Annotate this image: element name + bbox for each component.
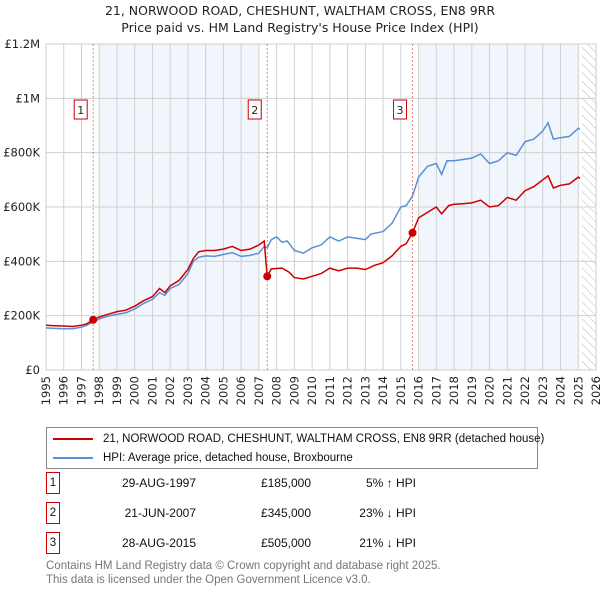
y-tick-label: £600K bbox=[3, 200, 40, 214]
x-tick-label: 2012 bbox=[341, 376, 355, 405]
sale-hpi-diff: 23% ↓ HPI bbox=[359, 506, 416, 520]
x-tick-label: 1996 bbox=[57, 376, 71, 405]
y-tick-label: £0 bbox=[25, 363, 40, 377]
sale-date: 29-AUG-1997 bbox=[121, 476, 196, 490]
legend-swatch-red bbox=[53, 438, 93, 440]
plot-frame bbox=[45, 43, 597, 371]
sale-row: 2 21-JUN-2007 £345,000 23% ↓ HPI bbox=[46, 502, 446, 524]
x-tick-label: 1999 bbox=[110, 376, 124, 405]
legend-label: HPI: Average price, detached house, Brox… bbox=[103, 452, 353, 464]
x-tick-label: 2018 bbox=[447, 376, 461, 405]
hpi-line bbox=[45, 121, 581, 330]
sale-date: 21-JUN-2007 bbox=[124, 506, 196, 520]
x-tick-label: 2026 bbox=[589, 376, 600, 405]
x-tick-label: 2007 bbox=[252, 376, 266, 405]
sale-price: £185,000 bbox=[260, 476, 311, 490]
x-tick-label: 2009 bbox=[287, 376, 301, 405]
x-tick-label: 2010 bbox=[305, 376, 319, 405]
sale-point bbox=[408, 228, 417, 237]
sale-label-box bbox=[247, 99, 262, 120]
sale-marker-box: 3 bbox=[46, 532, 60, 554]
x-tick-label: 2015 bbox=[394, 376, 408, 405]
x-tick-label: 1998 bbox=[92, 376, 106, 405]
x-tick-label: 2001 bbox=[145, 376, 159, 405]
sale-label-box bbox=[393, 99, 408, 120]
x-tick-label: 2021 bbox=[500, 376, 514, 405]
x-tick-label: 1997 bbox=[74, 376, 88, 405]
x-tick-label: 2008 bbox=[270, 376, 284, 405]
footer-copyright: Contains HM Land Registry data © Crown c… bbox=[46, 560, 441, 572]
x-tick-label: 2020 bbox=[483, 376, 497, 405]
sale-date: 28-AUG-2015 bbox=[121, 536, 196, 550]
legend-item-hpi: HPI: Average price, detached house, Brox… bbox=[47, 449, 353, 467]
sale-label: 3 bbox=[397, 104, 404, 117]
x-tick-label: 2005 bbox=[216, 376, 230, 405]
legend-swatch-blue bbox=[53, 457, 93, 459]
chart-subtitle: Price paid vs. HM Land Registry's House … bbox=[121, 20, 479, 35]
sale-marker-box: 1 bbox=[46, 472, 60, 494]
x-tick-label: 2000 bbox=[128, 376, 142, 405]
x-tick-label: 2003 bbox=[181, 376, 195, 405]
x-tick-label: 2023 bbox=[536, 376, 550, 405]
sale-row: 1 29-AUG-1997 £185,000 5% ↑ HPI bbox=[46, 472, 446, 494]
sale-marker-box: 2 bbox=[46, 502, 60, 524]
property-price-line bbox=[45, 174, 581, 328]
legend-item-property: 21, NORWOOD ROAD, CHESHUNT, WALTHAM CROS… bbox=[47, 430, 544, 448]
x-tick-label: 2022 bbox=[518, 376, 532, 405]
sale-label-box bbox=[73, 99, 88, 120]
x-tick-label: 2011 bbox=[323, 376, 337, 405]
y-tick-label: £200K bbox=[3, 309, 40, 323]
chart-title: 21, NORWOOD ROAD, CHESHUNT, WALTHAM CROS… bbox=[104, 3, 496, 18]
y-tick-label: £800K bbox=[3, 146, 40, 160]
x-tick-label: 2019 bbox=[465, 376, 479, 405]
x-tick-label: 1995 bbox=[39, 376, 53, 405]
y-tick-label: £400K bbox=[3, 254, 40, 268]
x-tick-label: 2014 bbox=[376, 376, 390, 405]
x-tick-label: 2006 bbox=[234, 376, 248, 405]
sale-label: 2 bbox=[251, 104, 258, 117]
y-tick-label: £1.2M bbox=[4, 37, 40, 51]
sale-price: £345,000 bbox=[260, 506, 311, 520]
x-tick-label: 2002 bbox=[163, 376, 177, 405]
footer-licence: This data is licensed under the Open Gov… bbox=[46, 574, 371, 586]
sale-point bbox=[263, 272, 272, 281]
sale-price: £505,000 bbox=[260, 536, 311, 550]
legend: 21, NORWOOD ROAD, CHESHUNT, WALTHAM CROS… bbox=[46, 427, 544, 469]
sale-point bbox=[89, 315, 98, 324]
x-tick-label: 2004 bbox=[199, 376, 213, 405]
sale-hpi-diff: 21% ↓ HPI bbox=[359, 536, 416, 550]
x-tick-label: 2017 bbox=[429, 376, 443, 405]
sale-label: 1 bbox=[77, 104, 84, 117]
x-tick-label: 2016 bbox=[412, 376, 426, 405]
x-tick-label: 2013 bbox=[358, 376, 372, 405]
sale-hpi-diff: 5% ↑ HPI bbox=[365, 476, 416, 490]
legend-label: 21, NORWOOD ROAD, CHESHUNT, WALTHAM CROS… bbox=[103, 433, 545, 445]
x-tick-label: 2024 bbox=[554, 376, 568, 405]
sale-row: 3 28-AUG-2015 £505,000 21% ↓ HPI bbox=[46, 532, 446, 554]
x-tick-label: 2025 bbox=[571, 376, 585, 405]
price-chart: 1995 1996 1997 1998 1999 2000 2001 2002 2003 2004… bbox=[3, 37, 600, 405]
y-tick-label: £1M bbox=[15, 91, 40, 105]
